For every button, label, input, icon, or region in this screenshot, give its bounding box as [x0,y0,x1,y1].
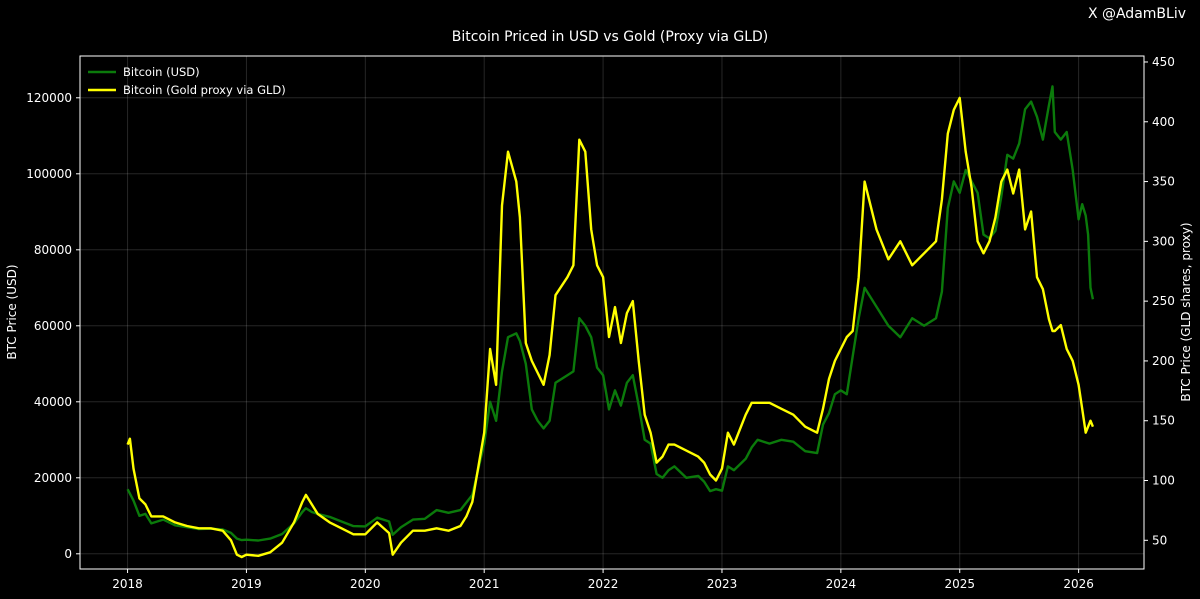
legend-label: Bitcoin (USD) [123,65,200,79]
x-axis: 2018 2019 2020 2021 2022 2023 2024 2025 2026 [112,569,1094,591]
y-left-tick-label: 60000 [34,319,72,333]
series-layer [126,85,1095,559]
grid [80,56,1144,569]
y-right-tick-label: 450 [1152,55,1175,69]
y-left-tick-label: 120000 [26,91,72,105]
y-right-label: BTC Price (GLD shares, proxy) [1179,222,1193,401]
x-tick-label: 2025 [944,577,975,591]
watermark-handle: X @AdamBLiv [1087,6,1186,22]
y-left-label: BTC Price (USD) [5,264,19,359]
x-tick-label: 2022 [588,577,619,591]
legend-label: Bitcoin (Gold proxy via GLD) [123,83,286,97]
x-tick-label: 2021 [469,577,500,591]
y-right-tick-label: 50 [1152,533,1167,547]
y-left-tick-label: 20000 [34,471,72,485]
x-tick-label: 2023 [707,577,738,591]
y-left-tick-label: 100000 [26,167,72,181]
x-tick-label: 2018 [112,577,143,591]
series-line-btc-gold [126,96,1095,559]
chart-title: Bitcoin Priced in USD vs Gold (Proxy via… [452,29,769,45]
y-right-tick-label: 150 [1152,414,1175,428]
y-right-tick-label: 100 [1152,474,1175,488]
x-tick-label: 2019 [231,577,262,591]
x-tick-label: 2024 [826,577,857,591]
x-tick-label: 2020 [350,577,381,591]
y-axis-right: 50 100 150 200 250 300 350 400 450 [1144,55,1175,547]
y-left-tick-label: 40000 [34,395,72,409]
y-right-tick-label: 400 [1152,115,1175,129]
legend: Bitcoin (USD) Bitcoin (Gold proxy via GLD… [88,65,286,97]
x-tick-label: 2026 [1063,577,1094,591]
y-right-tick-label: 250 [1152,294,1175,308]
series-line-btc-usd [126,85,1095,542]
y-right-tick-label: 350 [1152,175,1175,189]
y-right-tick-label: 300 [1152,234,1175,248]
y-right-tick-label: 200 [1152,354,1175,368]
y-axis-left: 0 20000 40000 60000 80000 100000 120000 [26,91,80,561]
y-left-tick-label: 80000 [34,243,72,257]
plot-frame [79,55,1145,570]
y-left-tick-label: 0 [64,547,72,561]
